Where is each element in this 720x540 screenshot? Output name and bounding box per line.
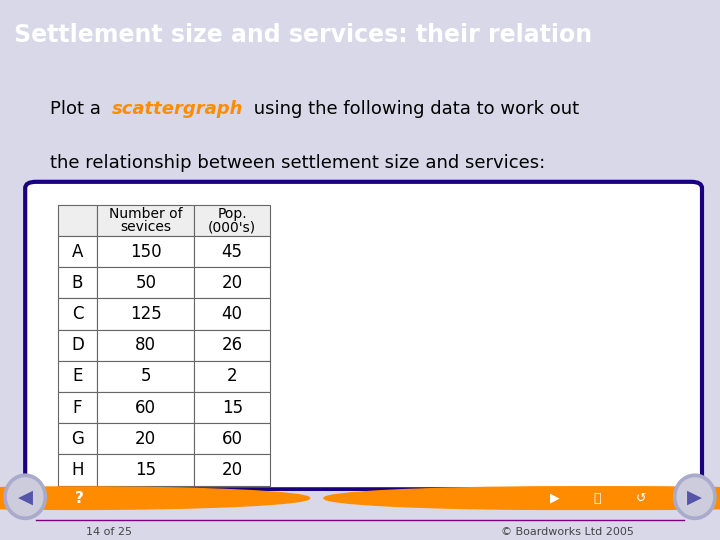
- Text: ↺: ↺: [636, 491, 646, 505]
- Bar: [97, 392, 194, 423]
- Text: ?: ?: [75, 491, 84, 505]
- Text: 20: 20: [222, 274, 243, 292]
- Text: 60: 60: [222, 430, 243, 448]
- Circle shape: [410, 487, 720, 509]
- Text: B: B: [72, 274, 83, 292]
- Text: 40: 40: [222, 305, 243, 323]
- Circle shape: [8, 478, 43, 516]
- Bar: [97, 361, 194, 392]
- Text: D: D: [71, 336, 84, 354]
- Bar: [58, 267, 97, 299]
- Text: using the following data to work out: using the following data to work out: [248, 100, 580, 118]
- Bar: [58, 423, 97, 454]
- Text: ▶: ▶: [549, 491, 559, 505]
- Circle shape: [674, 474, 716, 519]
- Text: scattergraph: scattergraph: [112, 100, 243, 118]
- Text: Plot a: Plot a: [50, 100, 107, 118]
- Bar: [97, 267, 194, 299]
- Text: 20: 20: [222, 461, 243, 479]
- Text: 80: 80: [135, 336, 156, 354]
- Text: 15: 15: [135, 461, 156, 479]
- Bar: [58, 236, 97, 267]
- Bar: [58, 205, 97, 236]
- Bar: [194, 423, 270, 454]
- Text: © Boardworks Ltd 2005: © Boardworks Ltd 2005: [500, 527, 634, 537]
- Bar: [58, 299, 97, 329]
- Bar: [58, 361, 97, 392]
- Text: ▶: ▶: [688, 487, 702, 507]
- Text: 125: 125: [130, 305, 162, 323]
- Circle shape: [0, 487, 310, 509]
- Text: 20: 20: [135, 430, 156, 448]
- Bar: [97, 236, 194, 267]
- Circle shape: [4, 474, 46, 519]
- Text: F: F: [73, 399, 82, 416]
- Bar: [97, 205, 194, 236]
- Circle shape: [324, 487, 720, 509]
- Text: 5: 5: [140, 367, 151, 386]
- Bar: [97, 454, 194, 485]
- Text: Settlement size and services: their relation: Settlement size and services: their rela…: [14, 23, 593, 47]
- Text: E: E: [72, 367, 83, 386]
- Text: 26: 26: [222, 336, 243, 354]
- FancyBboxPatch shape: [25, 182, 702, 489]
- Circle shape: [677, 478, 712, 516]
- Circle shape: [367, 487, 720, 509]
- Text: 15: 15: [222, 399, 243, 416]
- Text: 50: 50: [135, 274, 156, 292]
- Bar: [194, 329, 270, 361]
- Bar: [194, 267, 270, 299]
- Bar: [58, 454, 97, 485]
- Text: G: G: [71, 430, 84, 448]
- Bar: [194, 454, 270, 485]
- Text: sevices: sevices: [120, 220, 171, 234]
- Bar: [194, 236, 270, 267]
- Text: ⏸: ⏸: [594, 491, 601, 505]
- Text: Pop.: Pop.: [217, 207, 247, 221]
- Bar: [97, 299, 194, 329]
- Bar: [58, 329, 97, 361]
- Bar: [97, 423, 194, 454]
- Text: A: A: [72, 243, 83, 261]
- Text: the relationship between settlement size and services:: the relationship between settlement size…: [50, 154, 546, 172]
- Text: 2: 2: [227, 367, 238, 386]
- Bar: [58, 392, 97, 423]
- Bar: [97, 329, 194, 361]
- Bar: [194, 361, 270, 392]
- Text: 150: 150: [130, 243, 161, 261]
- Text: ◀: ◀: [18, 487, 32, 507]
- Bar: [194, 205, 270, 236]
- Text: 60: 60: [135, 399, 156, 416]
- Text: Number of: Number of: [109, 207, 183, 221]
- Text: H: H: [71, 461, 84, 479]
- Text: 14 of 25: 14 of 25: [86, 527, 132, 537]
- Bar: [194, 392, 270, 423]
- Text: (000's): (000's): [208, 220, 256, 234]
- Text: 45: 45: [222, 243, 243, 261]
- Text: C: C: [72, 305, 83, 323]
- Bar: [194, 299, 270, 329]
